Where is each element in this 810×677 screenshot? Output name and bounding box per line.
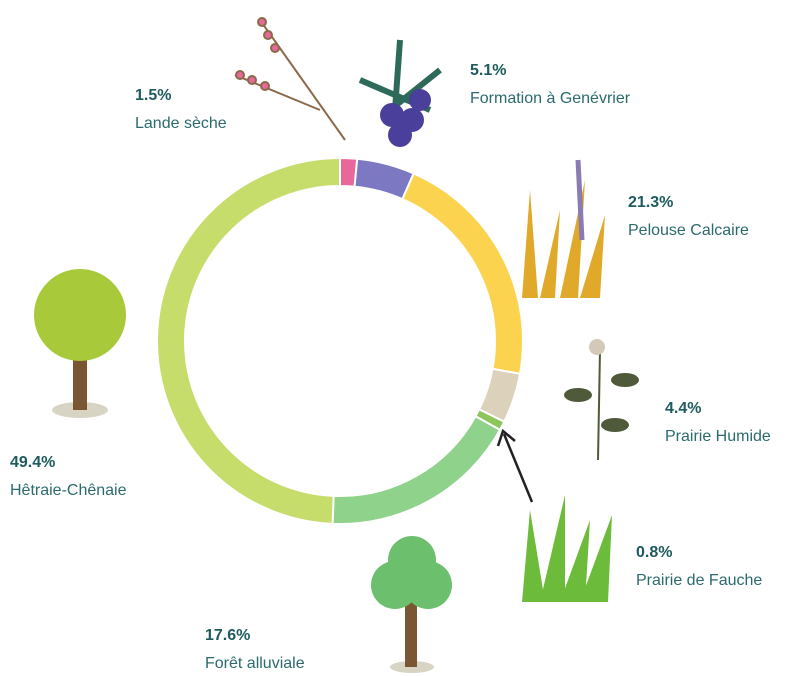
icon-beech <box>34 269 126 418</box>
category-label: Lande sèche <box>135 115 227 132</box>
icon-herb <box>564 339 639 461</box>
category-label: Pelouse Calcaire <box>628 222 749 239</box>
value-label: 5.1% <box>470 62 506 79</box>
value-label: 4.4% <box>665 400 701 417</box>
icon-green-grass <box>522 495 612 602</box>
value-label: 0.8% <box>636 544 672 561</box>
icon-heather <box>234 17 346 141</box>
category-label: Prairie de Fauche <box>636 572 762 589</box>
slice <box>156 156 341 525</box>
value-label: 21.3% <box>628 194 673 211</box>
category-label: Forêt alluviale <box>205 655 305 672</box>
icon-dry-grass <box>522 159 605 298</box>
value-label: 49.4% <box>10 454 55 471</box>
icon-alder <box>371 536 452 673</box>
slice <box>401 172 524 376</box>
category-label: Prairie Humide <box>665 428 771 445</box>
category-label: Formation à Genévrier <box>470 90 631 107</box>
category-label: Hêtraie-Chênaie <box>10 482 127 499</box>
icon-juniper <box>358 39 442 147</box>
slice <box>331 414 502 525</box>
value-label: 17.6% <box>205 627 250 644</box>
value-label: 1.5% <box>135 87 171 104</box>
arrow <box>496 428 534 503</box>
